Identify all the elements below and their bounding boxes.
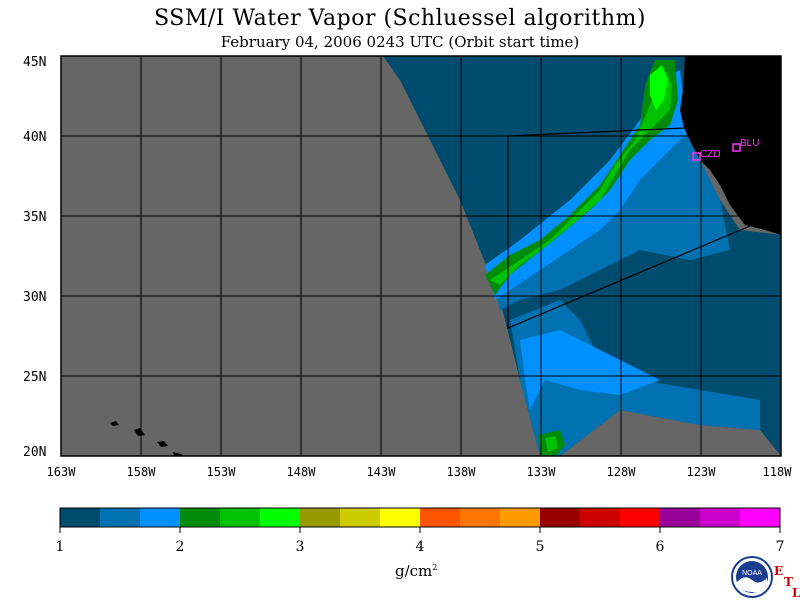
units-text: g/cm — [395, 562, 433, 580]
lat-label: 25N — [23, 370, 46, 385]
colorbar-swatch — [100, 508, 141, 527]
lon-label: 123W — [687, 465, 717, 479]
land-hawaii-1 — [110, 421, 119, 426]
colorbar-swatch — [740, 508, 781, 527]
colorbar-swatch — [500, 508, 541, 527]
colorbar-swatch — [180, 508, 221, 527]
station-blu-label: BLU — [740, 138, 759, 149]
land-hawaii-4 — [173, 452, 184, 456]
colorbar-tick-label: 1 — [55, 539, 65, 555]
swath-light-blue-south — [520, 330, 660, 410]
land-hawaii-2 — [134, 428, 145, 436]
map-frame — [60, 55, 782, 457]
swath-bright-green — [650, 65, 668, 110]
lat-label: 35N — [23, 210, 46, 225]
lon-label: 133W — [527, 465, 557, 479]
colorbar-swatch — [220, 508, 261, 527]
colorbar-swatch — [460, 508, 501, 527]
etl-letter: E — [774, 564, 784, 578]
station-czd-label: CZD — [700, 149, 721, 160]
colorbar-swatch — [700, 508, 741, 527]
lon-label: 158W — [127, 465, 157, 479]
colorbar-tick-label: 4 — [415, 539, 425, 555]
colorbar-tick-label: 7 — [775, 539, 785, 555]
map-title: SSM/I Water Vapor (Schluessel algorithm) — [154, 6, 646, 31]
colorbar-swatch — [420, 508, 461, 527]
colorbar — [60, 508, 781, 527]
noaa-logo-text: NOAA — [742, 570, 762, 577]
colorbar-swatch — [540, 508, 581, 527]
colorbar-tickmarks — [59, 527, 781, 533]
colorbar-tick-label: 2 — [175, 539, 185, 555]
longitude-labels: 163W 158W 153W 148W 143W 138W 133W 128W … — [47, 465, 793, 479]
colorbar-tick-label: 5 — [535, 539, 545, 555]
etl-logo: E T L — [770, 560, 800, 600]
analysis-region-outline — [507, 127, 751, 329]
colorbar-swatch — [260, 508, 301, 527]
colorbar-tick-label: 6 — [655, 539, 665, 555]
colorbar-swatch — [60, 508, 101, 527]
lat-label: 30N — [23, 290, 46, 305]
lon-label: 128W — [607, 465, 637, 479]
lon-label: 163W — [47, 465, 77, 479]
map-subtitle: February 04, 2006 0243 UTC (Orbit start … — [220, 33, 580, 51]
lat-label: 20N — [23, 445, 46, 460]
graticule — [61, 56, 781, 456]
units-exponent: 2 — [432, 563, 438, 572]
colorbar-tick-label: 3 — [295, 539, 305, 555]
colorbar-tick-labels: 1 2 3 4 5 6 7 — [0, 539, 800, 559]
lon-label: 118W — [763, 465, 793, 479]
colorbar-swatch — [140, 508, 181, 527]
swath-green-south-inner — [545, 436, 558, 452]
colorbar-swatch — [660, 508, 701, 527]
station-czd-marker — [692, 152, 701, 161]
land-california — [680, 56, 781, 235]
colorbar-swatch — [300, 508, 341, 527]
land-hawaii-3 — [157, 441, 168, 447]
lat-label: 40N — [23, 130, 46, 145]
colorbar-swatch — [340, 508, 381, 527]
colorbar-swatch — [380, 508, 421, 527]
colorbar-units: g/cm2 — [395, 562, 437, 580]
colorbar-swatch — [620, 508, 661, 527]
etl-letter: T — [784, 575, 793, 589]
lon-label: 153W — [207, 465, 237, 479]
lon-label: 138W — [447, 465, 477, 479]
etl-letter: L — [792, 586, 800, 600]
lat-label: 45N — [23, 55, 46, 70]
noaa-logo-icon: NOAA — [731, 556, 773, 598]
station-blu-marker — [732, 143, 741, 152]
lon-label: 148W — [287, 465, 317, 479]
colorbar-swatch — [580, 508, 621, 527]
latitude-labels: 45N 40N 35N 30N 25N 20N — [23, 55, 46, 460]
lon-label: 143W — [367, 465, 397, 479]
